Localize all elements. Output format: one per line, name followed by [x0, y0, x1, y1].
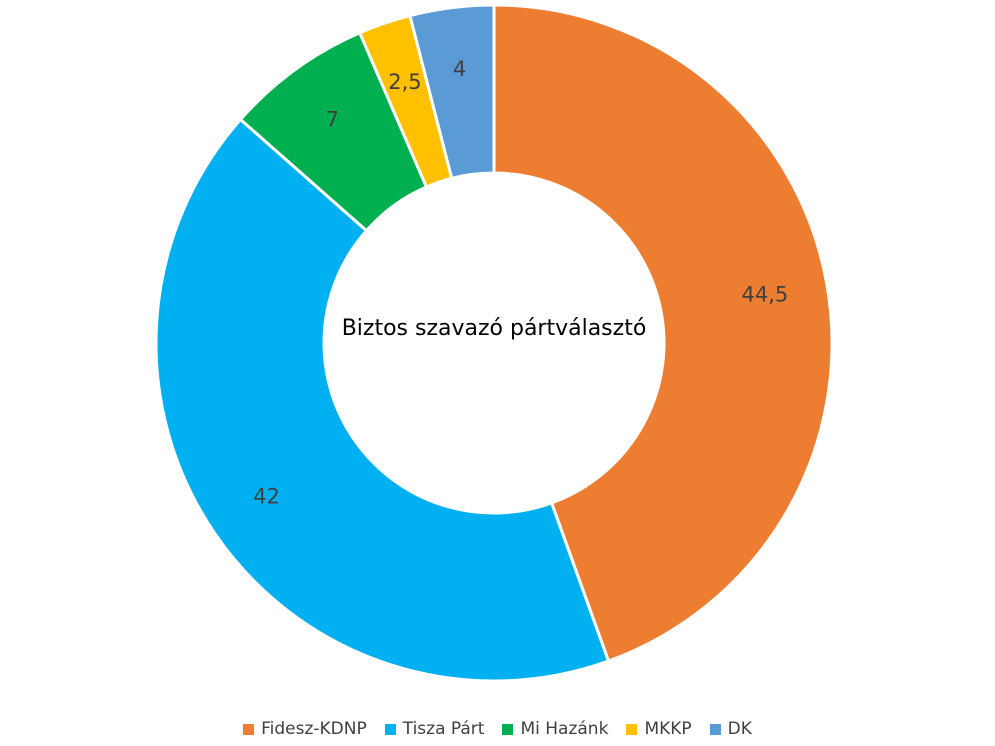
legend-swatch: [626, 723, 638, 735]
data-label-mkkp: 2,5: [388, 70, 421, 94]
legend-item: MKKP: [626, 719, 692, 739]
data-labels-group: 44,5 42 7 2,5 4: [253, 57, 788, 508]
data-label-dk: 4: [453, 57, 466, 81]
legend-item: Mi Hazánk: [502, 719, 608, 739]
legend-swatch: [243, 723, 255, 735]
slice-tisza-p-rt: [154, 117, 611, 683]
legend-label: DK: [727, 719, 752, 739]
slice-fidesz-kdnp: [492, 3, 834, 663]
legend-item: DK: [709, 719, 752, 739]
data-label-mi-haz-nk: 7: [326, 108, 339, 132]
legend-item: Fidesz-KDNP: [243, 719, 367, 739]
data-label-fidesz-kdnp: 44,5: [742, 283, 789, 307]
data-label-tisza-p-rt: 42: [253, 485, 280, 509]
legend: Fidesz-KDNP Tisza Párt Mi Hazánk MKKP DK: [0, 716, 995, 742]
legend-swatch: [709, 723, 721, 735]
center-title: Biztos szavazó pártválasztó: [342, 316, 647, 341]
slices-group: [154, 3, 834, 683]
legend-label: Mi Hazánk: [520, 719, 609, 739]
legend-swatch: [502, 723, 514, 735]
slice-dk: [408, 3, 496, 181]
legend-label: Tisza Párt: [402, 719, 485, 739]
legend-item: Tisza Párt: [384, 719, 485, 739]
legend-swatch: [384, 723, 396, 735]
legend-label: Fidesz-KDNP: [261, 719, 367, 739]
legend-label: MKKP: [644, 719, 692, 739]
